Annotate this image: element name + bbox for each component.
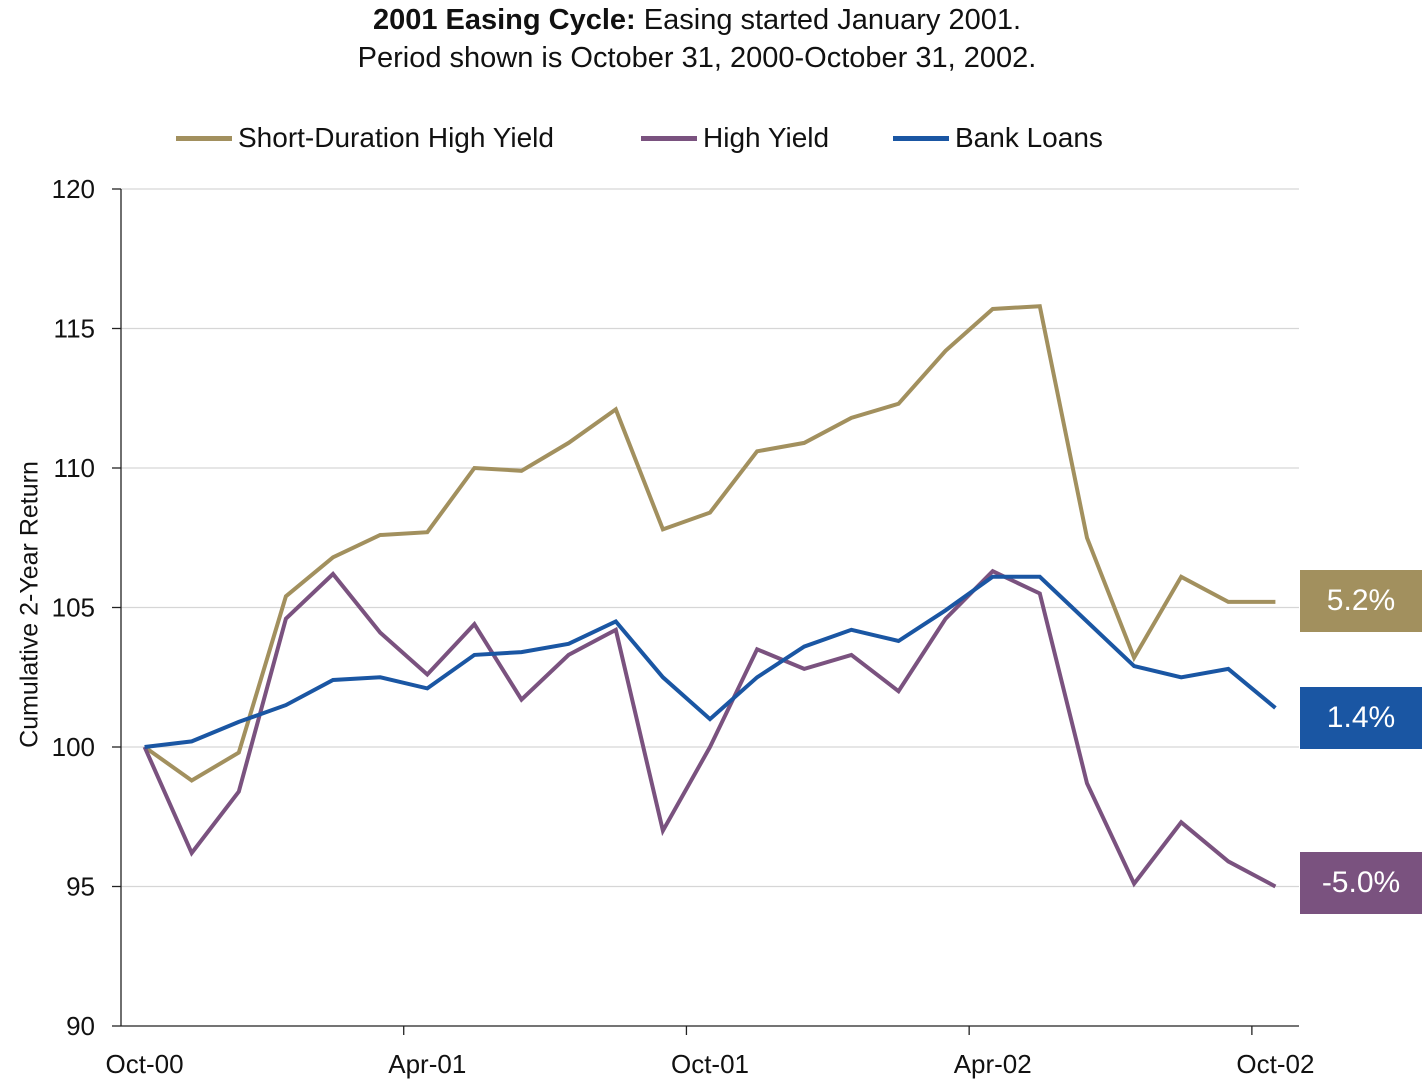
legend-label: Short-Duration High Yield — [238, 122, 554, 153]
series-line-2 — [144, 574, 1277, 749]
series-line-1 — [142, 568, 1277, 889]
y-tick-label: 100 — [52, 732, 95, 762]
chart-title-bold: 2001 Easing Cycle: — [372, 4, 636, 36]
legend-label: High Yield — [703, 122, 830, 153]
chart-title: 2001 Easing Cycle: Easing started Januar… — [0, 2, 1394, 38]
y-tick-label: 110 — [54, 453, 95, 483]
legend-swatch — [893, 135, 949, 141]
legend-swatch — [641, 135, 697, 141]
end-label-bank-loans: 1.4% — [1300, 687, 1422, 749]
legend-item-sdhy: Short-Duration High Yield — [176, 122, 554, 154]
end-label-sdhy: 5.2% — [1300, 570, 1422, 632]
end-label-high-yield: -5.0% — [1300, 852, 1422, 914]
legend-label: Bank Loans — [955, 122, 1103, 153]
y-tick-label: 95 — [66, 872, 95, 902]
y-tick-label: 105 — [52, 593, 95, 623]
legend-item-hy: High Yield — [641, 122, 829, 154]
legend-swatch — [176, 135, 232, 141]
x-tick-label: Oct-01 — [671, 1049, 749, 1079]
legend: Short-Duration High Yield High Yield Ban… — [0, 122, 1422, 162]
series-line-0 — [143, 304, 1276, 783]
chart-subtitle: Period shown is October 31, 2000-October… — [357, 42, 1037, 74]
x-tick-label: Apr-01 — [388, 1049, 466, 1079]
x-tick-label: Apr-02 — [954, 1049, 1032, 1079]
y-tick-label: 90 — [66, 1011, 95, 1041]
y-tick-label: 115 — [54, 314, 95, 344]
legend-item-bl: Bank Loans — [893, 122, 1103, 154]
x-tick-label: Oct-00 — [106, 1049, 184, 1079]
y-tick-label: 120 — [52, 174, 95, 204]
x-tick-label: Oct-02 — [1236, 1049, 1314, 1079]
chart-title-rest: Easing started January 2001. — [635, 4, 1022, 36]
